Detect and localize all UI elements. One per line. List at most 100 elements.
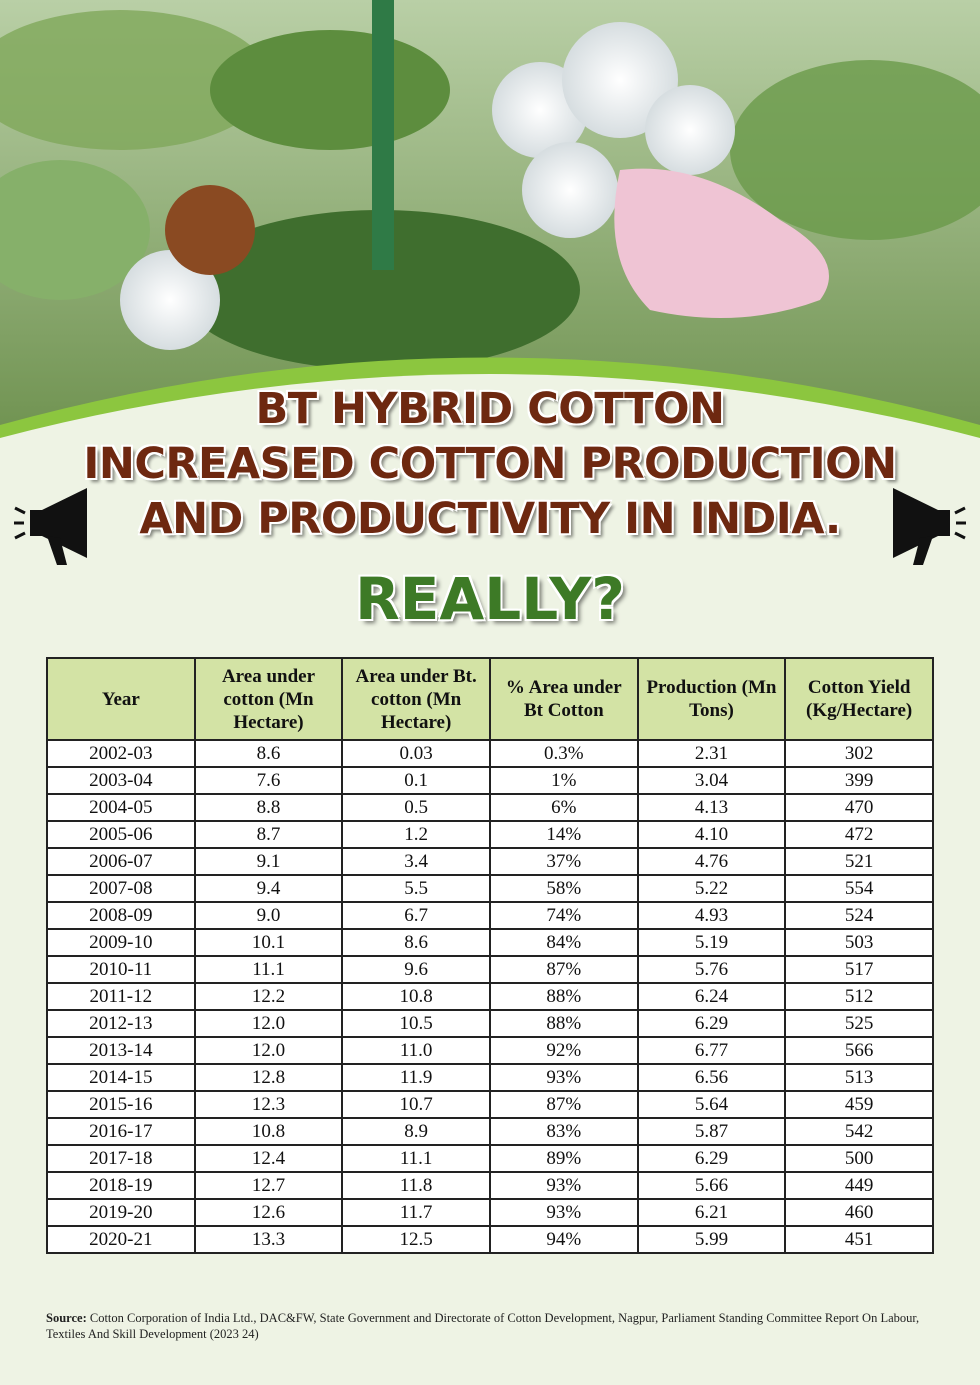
table-cell: 554 (784, 874, 934, 903)
title-line: AND PRODUCTIVITY IN INDIA. (139, 494, 841, 544)
table-row: 2002-03 8.6 0.03 0.3% 2.31 302 (46, 739, 934, 768)
table-cell: 10.7 (341, 1090, 491, 1119)
table-cell: 12.3 (193, 1090, 344, 1119)
source-text: Cotton Corporation of India Ltd., DAC&FW… (46, 1311, 920, 1341)
table-cell: 451 (784, 1225, 934, 1254)
table-cell: 83% (488, 1117, 639, 1146)
table-cell: 10.5 (341, 1009, 491, 1038)
table-cell: 93% (488, 1063, 639, 1092)
table-cell: 84% (488, 928, 639, 957)
table-cell: 93% (488, 1171, 639, 1200)
column-header: Cotton Yield (Kg/Hectare) (784, 657, 934, 741)
table-cell: 8.8 (193, 793, 344, 822)
subtitle: REALLY? (355, 565, 625, 633)
table-cell: 10.8 (341, 982, 491, 1011)
table-cell: 470 (784, 793, 934, 822)
table-cell: 9.6 (341, 955, 491, 984)
table-cell: 4.10 (636, 820, 787, 849)
table-cell: 89% (488, 1144, 639, 1173)
data-table: Year Area under cotton (Mn Hectare) Area u… (46, 657, 934, 1254)
table-cell: 9.0 (193, 901, 344, 930)
table-row: 2011-12 12.2 10.8 88% 6.24 512 (46, 982, 934, 1011)
table-cell: 2012-13 (46, 1009, 196, 1038)
column-header: % Area under Bt Cotton (488, 657, 639, 741)
table-row: 2012-13 12.0 10.5 88% 6.29 525 (46, 1009, 934, 1038)
column-header: Area under Bt. cotton (Mn Hectare) (341, 657, 491, 741)
table-cell: 5.66 (636, 1171, 787, 1200)
column-header: Year (46, 657, 196, 741)
table-cell: 525 (784, 1009, 934, 1038)
table-cell: 0.5 (341, 793, 491, 822)
table-row: 2008-09 9.0 6.7 74% 4.93 524 (46, 901, 934, 930)
table-cell: 2002-03 (46, 739, 196, 768)
table-row: 2009-10 10.1 8.6 84% 5.19 503 (46, 928, 934, 957)
table-cell: 2003-04 (46, 766, 196, 795)
table-cell: 13.3 (193, 1225, 344, 1254)
table-cell: 2013-14 (46, 1036, 196, 1065)
table-cell: 5.19 (636, 928, 787, 957)
table-cell: 0.3% (488, 739, 639, 768)
table-cell: 5.64 (636, 1090, 787, 1119)
cotton-photo (0, 0, 980, 440)
table-cell: 12.7 (193, 1171, 344, 1200)
table-cell: 12.0 (193, 1036, 344, 1065)
table-cell: 503 (784, 928, 934, 957)
table-cell: 6.21 (636, 1198, 787, 1227)
table-cell: 472 (784, 820, 934, 849)
table-cell: 1.2 (341, 820, 491, 849)
table-cell: 8.6 (193, 739, 344, 768)
table-cell: 12.5 (341, 1225, 491, 1254)
table-cell: 12.0 (193, 1009, 344, 1038)
table-cell: 542 (784, 1117, 934, 1146)
table-cell: 2.31 (636, 739, 787, 768)
table-cell: 9.1 (193, 847, 344, 876)
table-row: 2015-16 12.3 10.7 87% 5.64 459 (46, 1090, 934, 1119)
table-row: 2003-04 7.6 0.1 1% 3.04 399 (46, 766, 934, 795)
table-cell: 12.6 (193, 1198, 344, 1227)
table-cell: 5.22 (636, 874, 787, 903)
table-cell: 460 (784, 1198, 934, 1227)
table-cell: 94% (488, 1225, 639, 1254)
table-cell: 3.4 (341, 847, 491, 876)
table-cell: 11.8 (341, 1171, 491, 1200)
table-cell: 88% (488, 1009, 639, 1038)
table-row: 2010-11 11.1 9.6 87% 5.76 517 (46, 955, 934, 984)
column-header: Production (Mn Tons) (636, 657, 787, 741)
table-cell: 512 (784, 982, 934, 1011)
table-cell: 10.8 (193, 1117, 344, 1146)
table-cell: 2018-19 (46, 1171, 196, 1200)
source-label: Source: (46, 1311, 87, 1325)
table-cell: 2008-09 (46, 901, 196, 930)
table-cell: 3.04 (636, 766, 787, 795)
table-cell: 0.03 (341, 739, 491, 768)
table-cell: 459 (784, 1090, 934, 1119)
table-cell: 10.1 (193, 928, 344, 957)
table-cell: 11.7 (341, 1198, 491, 1227)
table-row: 2006-07 9.1 3.4 37% 4.76 521 (46, 847, 934, 876)
table-cell: 2019-20 (46, 1198, 196, 1227)
source-note: Source: Cotton Corporation of India Ltd.… (46, 1310, 941, 1342)
megaphone-icon (893, 488, 966, 565)
table-cell: 524 (784, 901, 934, 930)
table-cell: 11.0 (341, 1036, 491, 1065)
table-cell: 8.9 (341, 1117, 491, 1146)
table-cell: 4.76 (636, 847, 787, 876)
table-row: 2020-21 13.3 12.5 94% 5.99 451 (46, 1225, 934, 1254)
table-cell: 6.77 (636, 1036, 787, 1065)
table-cell: 2007-08 (46, 874, 196, 903)
table-cell: 87% (488, 955, 639, 984)
table-cell: 2009-10 (46, 928, 196, 957)
table-cell: 0.1 (341, 766, 491, 795)
table-cell: 4.13 (636, 793, 787, 822)
table-cell: 2014-15 (46, 1063, 196, 1092)
table-cell: 87% (488, 1090, 639, 1119)
table-cell: 14% (488, 820, 639, 849)
title-line: INCREASED COTTON PRODUCTION (83, 439, 897, 489)
table-cell: 6.29 (636, 1009, 787, 1038)
table-row: 2005-06 8.7 1.2 14% 4.10 472 (46, 820, 934, 849)
table-cell: 8.6 (341, 928, 491, 957)
table-cell: 2004-05 (46, 793, 196, 822)
table-cell: 9.4 (193, 874, 344, 903)
table-cell: 74% (488, 901, 639, 930)
